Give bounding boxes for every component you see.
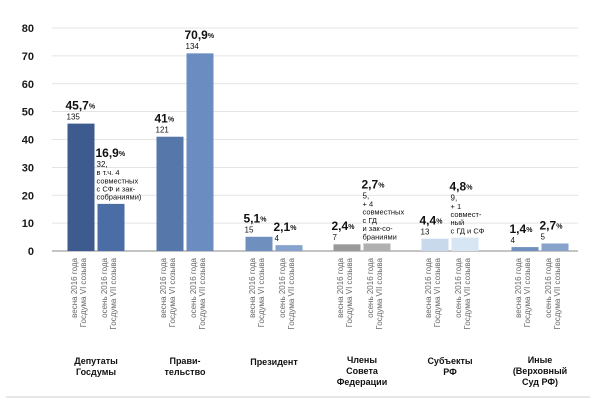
bar-other-spring — [511, 247, 539, 251]
y-tick-label: 80 — [22, 23, 34, 35]
x-tick-label: Госдума VI созыва — [168, 257, 177, 327]
category-label: Федерации — [337, 377, 388, 387]
category-label: РФ — [443, 367, 457, 377]
data-label-count: 134 — [186, 42, 200, 51]
x-tick-label: Госдума VII созыва — [375, 257, 384, 329]
data-label-count: 5 — [541, 232, 546, 241]
x-tick-label: весна 2016 года — [159, 257, 168, 317]
x-tick-label: Госдума VII созыва — [109, 257, 118, 329]
x-tick-label: весна 2016 года — [336, 257, 345, 317]
data-label-note: с ГД и СФ — [451, 226, 485, 235]
x-tick-label: осень 2016 года — [544, 257, 553, 317]
data-label-count: 13 — [421, 228, 430, 237]
y-tick-label: 0 — [28, 246, 34, 258]
bar-president-autumn — [275, 245, 303, 251]
x-tick-label: Госдума VI созыва — [345, 257, 354, 327]
data-label-note: собраниями) — [97, 193, 142, 202]
data-label-percent: 2,7% — [540, 218, 564, 232]
data-label-note: ный — [451, 218, 465, 227]
category-label: Субъекты — [427, 356, 472, 366]
data-label-count: 5, — [363, 191, 370, 200]
data-label-count: 4 — [511, 236, 516, 245]
category-label: тельство — [165, 367, 206, 377]
data-label-percent: 16,9% — [96, 146, 126, 160]
data-label-count: 4 — [275, 234, 280, 243]
data-label-percent: 4,8% — [450, 180, 474, 194]
data-label-count: 32, — [97, 160, 108, 169]
category-label: (Верховный — [513, 366, 567, 376]
category-label: Суд РФ) — [522, 377, 558, 387]
x-tick-label: весна 2016 года — [514, 257, 523, 317]
bar-federation_council-spring — [333, 244, 361, 251]
data-label-count: 15 — [245, 226, 254, 235]
category-label: Депутаты — [74, 356, 118, 366]
x-tick-label: Госдума VI созыва — [79, 257, 88, 327]
x-tick-label: осень 2016 года — [100, 257, 109, 317]
data-label-count: 135 — [67, 112, 81, 121]
x-tick-label: Госдума VI созыва — [257, 257, 266, 327]
data-label-percent: 45,7% — [66, 98, 96, 112]
x-tick-label: Госдума VII созыва — [463, 257, 472, 329]
bar-president-spring — [245, 236, 273, 251]
x-tick-label: Госдума VI созыва — [433, 257, 442, 327]
data-label-note: + 4 — [363, 199, 374, 208]
category-label: Члены — [347, 355, 377, 365]
data-label-note: и зак-со- — [363, 224, 394, 233]
bar-government-autumn — [186, 53, 214, 252]
data-label-count: 7 — [333, 233, 338, 242]
data-label-note: с СФ и зак- — [97, 184, 136, 193]
x-tick-label: осень 2016 года — [189, 257, 198, 317]
x-tick-label: осень 2016 года — [366, 257, 375, 317]
bar-other-autumn — [541, 243, 569, 251]
y-tick-label: 30 — [22, 162, 34, 174]
x-tick-label: весна 2016 года — [70, 257, 79, 317]
bar-subjects-autumn — [451, 237, 479, 251]
y-tick-label: 40 — [22, 135, 34, 147]
x-tick-label: осень 2016 года — [454, 257, 463, 317]
data-label-percent: 4,4% — [420, 214, 444, 228]
data-label-percent: 70,9% — [185, 28, 215, 42]
x-tick-label: Госдума VII созыва — [198, 257, 207, 329]
data-label-count: 9, — [451, 194, 458, 203]
data-label-percent: 41% — [155, 112, 175, 126]
category-label: Иные — [528, 355, 553, 365]
bar-deputies-autumn — [97, 203, 125, 251]
x-tick-label: Госдума VI созыва — [523, 257, 532, 327]
y-tick-label: 20 — [22, 190, 34, 202]
bar-federation_council-autumn — [363, 243, 391, 251]
data-label-percent: 2,1% — [274, 220, 298, 234]
data-label-percent: 2,4% — [332, 219, 356, 233]
bar-deputies-spring — [67, 123, 95, 251]
x-tick-label: Госдума VII созыва — [287, 257, 296, 329]
x-tick-label: осень 2016 года — [278, 257, 287, 317]
y-tick-label: 10 — [22, 218, 34, 230]
data-label-note: совмест- — [451, 210, 482, 219]
category-label: Прави- — [169, 356, 200, 366]
data-label-percent: 2,7% — [362, 177, 386, 191]
x-tick-label: весна 2016 года — [248, 257, 257, 317]
bar-subjects-spring — [421, 238, 449, 251]
y-tick-label: 70 — [22, 51, 34, 63]
data-label-note: + 1 — [451, 202, 462, 211]
data-label-note: с ГД — [363, 216, 377, 225]
y-tick-label: 60 — [22, 79, 34, 91]
data-label-note: браниями — [363, 232, 397, 241]
category-label: Совета — [346, 366, 379, 376]
category-label: Госдумы — [76, 367, 116, 377]
category-label: Президент — [250, 357, 298, 367]
data-label-percent: 5,1% — [244, 212, 268, 226]
data-label-note: совместных — [363, 208, 405, 217]
data-label-count: 121 — [156, 126, 170, 135]
x-tick-label: весна 2016 года — [424, 257, 433, 317]
data-label-percent: 1,4% — [510, 222, 534, 236]
data-label-note: совместных — [97, 176, 139, 185]
bar-government-spring — [156, 136, 184, 251]
y-tick-label: 50 — [22, 107, 34, 119]
data-label-note: в т.ч. 4 — [97, 168, 120, 177]
x-tick-label: Госдума VII созыва — [553, 257, 562, 329]
